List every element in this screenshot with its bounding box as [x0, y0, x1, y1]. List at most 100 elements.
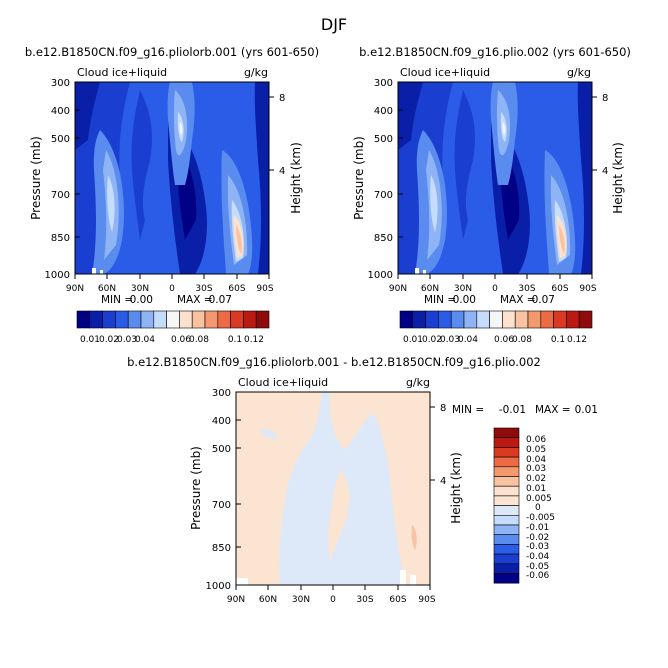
panel-2-cb-label: 0.01 — [403, 335, 423, 345]
panel-3-colorbar-box — [493, 505, 520, 516]
panel-2-cb-label: 0.04 — [458, 335, 478, 345]
panel-2-ytick-500: 500 — [374, 134, 393, 145]
panel-3-colorbar-box — [493, 524, 520, 535]
panel-1-cb-label: 0.03 — [117, 335, 137, 345]
panel-2-colorbar: 0.01 0.02 0.03 0.04 0.06 0.08 0.1 0.12 — [399, 310, 593, 345]
panel-1-colorbar-box — [153, 310, 167, 329]
panel-3-cb-label: 0 — [535, 503, 541, 513]
panel-3-cb-label: -0.02 — [526, 533, 549, 543]
panel-3-colorbar-box — [493, 476, 520, 487]
panel-1-cb-label: 0.1 — [228, 335, 242, 345]
panel-1-ytick-1000: 1000 — [45, 270, 70, 281]
panel-3-xtick-60n: 60N — [259, 595, 277, 605]
panel-3-right-axis: 8 4 — [430, 403, 446, 487]
panel-3-ytick-1000: 1000 — [206, 581, 231, 592]
panel-3-colorbar: 0.06 0.05 0.04 0.03 0.02 0.01 0.005 0 -0… — [493, 427, 555, 584]
panel-1-min-value: 0.00 — [130, 294, 153, 306]
page-title: DJF — [321, 15, 347, 34]
panel-3-colorbar-box — [493, 544, 520, 555]
panel-1-cb-label: 0.02 — [99, 335, 119, 345]
panel-2-ytick-right-4: 4 — [602, 166, 608, 177]
panel-3-ytick-500: 500 — [212, 444, 231, 455]
panel-1-ytick-right-4: 4 — [279, 166, 285, 177]
panel-2-colorbar-box — [553, 310, 567, 329]
panel-3-cb-label: -0.06 — [526, 571, 550, 581]
panel-3-ylabel: Pressure (mb) — [189, 446, 203, 530]
panel-1-cb-label: 0.08 — [189, 335, 209, 345]
panel-3-colorbar-box — [493, 514, 520, 526]
panel-2-xtick-90s: 90S — [579, 284, 596, 294]
panel-2-colorbar-box — [450, 310, 465, 329]
panel-2-max-label: MAX = — [500, 294, 536, 306]
panel-1-cb-label: 0.12 — [244, 335, 264, 345]
panel-2-ytick-400: 400 — [374, 106, 393, 117]
panel-3-xtick-60s: 60S — [389, 595, 406, 605]
panel-1-ytick-400: 400 — [51, 106, 70, 117]
panel-1-colorbar-labels: 0.01 0.02 0.03 0.04 0.06 0.08 0.1 0.12 — [80, 335, 264, 345]
panel-3-colorbar-box — [493, 456, 520, 468]
panel-3-cb-label: 0.04 — [526, 455, 546, 465]
panel-2-ytick-700: 700 — [374, 190, 393, 201]
panel-2-units: g/kg — [567, 66, 591, 79]
panel-1-colorbar-box — [204, 310, 219, 329]
panel-1-colorbar-box — [255, 310, 270, 329]
panel-2-xtick-60n: 60N — [421, 284, 439, 294]
panel-2-colorbar-box — [514, 310, 529, 329]
panel-2-ylabel-right: Height (km) — [611, 142, 625, 213]
panel-2-colorbar-box — [527, 310, 542, 329]
panel-2-title: b.e12.B1850CN.f09_g16.plio.002 (yrs 601-… — [359, 45, 631, 59]
panel-1-ylabel-right: Height (km) — [289, 142, 303, 213]
panel-3-cb-label: 0.005 — [526, 494, 552, 504]
panel-3-title: b.e12.B1850CN.f09_g16.pliolorb.001 - b.e… — [127, 355, 541, 369]
panel-2-cb-label: 0.12 — [567, 335, 587, 345]
panel-2-cb-label: 0.1 — [551, 335, 565, 345]
panel-2-cb-label: 0.06 — [494, 335, 514, 345]
panel-2-ytick-1000: 1000 — [368, 270, 393, 281]
panel-3-y-ticks: 300 400 500 700 850 1000 — [206, 388, 241, 592]
panel-1-cb-label: 0.04 — [135, 335, 155, 345]
panel-1: b.e12.B1850CN.f09_g16.pliolorb.001 (yrs … — [25, 45, 319, 345]
panel-3-colorbar-box — [493, 485, 520, 497]
panel-1-colorbar-box — [76, 310, 91, 329]
panel-2-xtick-60s: 60S — [551, 284, 568, 294]
panel-3-ylabel-right: Height (km) — [449, 452, 463, 523]
panel-1-colorbar-box — [140, 310, 155, 329]
panel-3-minmax: MIN = -0.01 MAX = 0.01 — [452, 404, 598, 416]
panel-3-ytick-850: 850 — [212, 543, 231, 554]
panel-1-ytick-700: 700 — [51, 190, 70, 201]
panel-1-xtick-30n: 30N — [131, 284, 149, 294]
panel-2-colorbar-box — [463, 310, 478, 329]
panel-1-cb-label: 0.06 — [171, 335, 191, 345]
panel-2-xtick-30s: 30S — [518, 284, 535, 294]
panel-1-colorbar-box — [166, 310, 180, 329]
panel-2-xtick-0: 0 — [492, 284, 498, 294]
panel-1-colorbar-box — [179, 310, 193, 329]
panel-2-max-value: 0.07 — [532, 294, 555, 306]
panel-1-colorbar-box — [127, 310, 142, 329]
panel-2-minmax: MIN = 0.00 MAX = 0.07 — [424, 294, 555, 306]
panel-3-colorbar-box — [493, 495, 520, 506]
panel-2-cb-label: 0.02 — [422, 335, 442, 345]
panel-3-cb-label: -0.05 — [526, 562, 549, 572]
panel-3-colorbar-box — [493, 534, 520, 545]
panel-3-colorbar-box — [493, 427, 520, 438]
panel-3-x-ticks: 90N 60N 30N 0 30S 60S 90S — [227, 585, 436, 605]
panel-2-min-value: 0.00 — [453, 294, 476, 306]
panel-3-xtick-0: 0 — [330, 595, 336, 605]
panel-2-ylabel: Pressure (mb) — [352, 136, 366, 220]
panel-3-colorbar-box — [493, 563, 520, 574]
panel-3-max-value: 0.01 — [575, 404, 598, 416]
panel-3-cb-label: 0.05 — [526, 445, 546, 455]
panel-2-colorbar-box — [578, 310, 593, 329]
panel-3-max-label: MAX = — [535, 404, 571, 416]
panel-2-colorbar-box — [502, 310, 516, 329]
panel-2-colorbar-boxes — [399, 310, 593, 329]
panel-2-colorbar-box — [489, 310, 503, 329]
panel-2-ytick-850: 850 — [374, 233, 393, 244]
panel-1-xtick-0: 0 — [169, 284, 175, 294]
panel-3-ytick-right-4: 4 — [440, 476, 446, 487]
panel-1-colorbar-box — [89, 310, 103, 329]
panel-2-cb-label: 0.08 — [512, 335, 532, 345]
panel-1-colorbar-box — [115, 310, 129, 329]
